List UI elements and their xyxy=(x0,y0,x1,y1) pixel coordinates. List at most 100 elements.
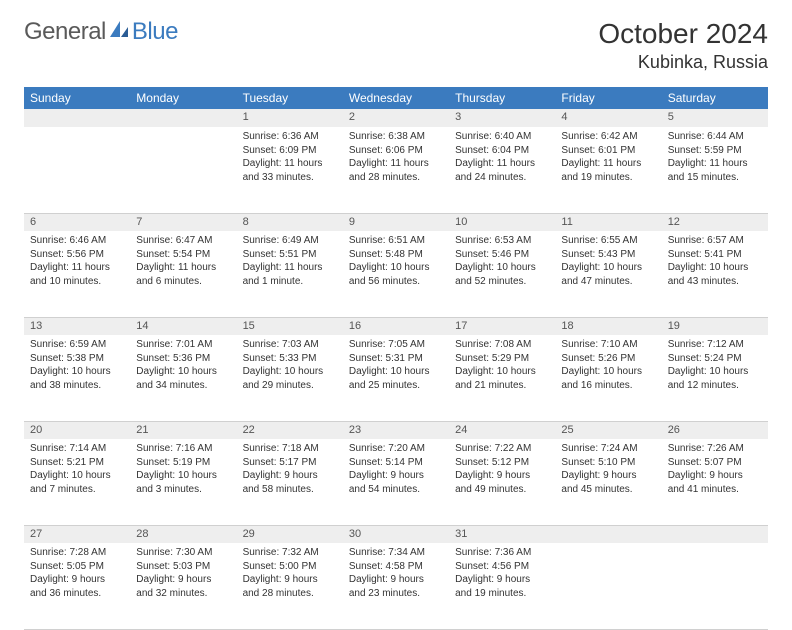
day-daylight2: and 25 minutes. xyxy=(349,379,443,393)
day-daylight2: and 36 minutes. xyxy=(30,587,124,601)
day-sunset: Sunset: 5:51 PM xyxy=(243,248,337,262)
day-details: Sunrise: 7:03 AMSunset: 5:33 PMDaylight:… xyxy=(237,335,343,396)
day-daylight2: and 15 minutes. xyxy=(668,171,762,185)
day-sunrise: Sunrise: 7:32 AM xyxy=(243,546,337,560)
day-sunrise: Sunrise: 7:05 AM xyxy=(349,338,443,352)
day-sunset: Sunset: 5:26 PM xyxy=(561,352,655,366)
weekday-header-row: Sunday Monday Tuesday Wednesday Thursday… xyxy=(24,87,768,109)
weekday-header: Friday xyxy=(555,87,661,109)
day-sunset: Sunset: 5:41 PM xyxy=(668,248,762,262)
day-daylight1: Daylight: 10 hours xyxy=(561,365,655,379)
day-content-cell: Sunrise: 7:30 AMSunset: 5:03 PMDaylight:… xyxy=(130,543,236,629)
day-sunset: Sunset: 6:04 PM xyxy=(455,144,549,158)
day-content-cell: Sunrise: 6:44 AMSunset: 5:59 PMDaylight:… xyxy=(662,127,768,213)
day-content-row: Sunrise: 6:36 AMSunset: 6:09 PMDaylight:… xyxy=(24,127,768,213)
day-daylight1: Daylight: 10 hours xyxy=(668,365,762,379)
day-sunrise: Sunrise: 6:55 AM xyxy=(561,234,655,248)
day-number-cell xyxy=(24,109,130,127)
day-sunrise: Sunrise: 6:51 AM xyxy=(349,234,443,248)
day-sunrise: Sunrise: 7:18 AM xyxy=(243,442,337,456)
day-content-cell: Sunrise: 7:14 AMSunset: 5:21 PMDaylight:… xyxy=(24,439,130,525)
calendar-body: 12345Sunrise: 6:36 AMSunset: 6:09 PMDayl… xyxy=(24,109,768,629)
day-content-cell: Sunrise: 6:40 AMSunset: 6:04 PMDaylight:… xyxy=(449,127,555,213)
day-daylight2: and 49 minutes. xyxy=(455,483,549,497)
day-number-row: 12345 xyxy=(24,109,768,127)
day-sunset: Sunset: 5:19 PM xyxy=(136,456,230,470)
day-details: Sunrise: 6:42 AMSunset: 6:01 PMDaylight:… xyxy=(555,127,661,188)
day-daylight2: and 3 minutes. xyxy=(136,483,230,497)
day-content-row: Sunrise: 7:28 AMSunset: 5:05 PMDaylight:… xyxy=(24,543,768,629)
page-header: General Blue October 2024 Kubinka, Russi… xyxy=(0,0,792,81)
day-sunset: Sunset: 4:56 PM xyxy=(455,560,549,574)
day-sunrise: Sunrise: 6:59 AM xyxy=(30,338,124,352)
day-daylight2: and 19 minutes. xyxy=(455,587,549,601)
day-sunrise: Sunrise: 6:49 AM xyxy=(243,234,337,248)
day-details: Sunrise: 7:08 AMSunset: 5:29 PMDaylight:… xyxy=(449,335,555,396)
day-sunset: Sunset: 4:58 PM xyxy=(349,560,443,574)
day-number-cell: 18 xyxy=(555,317,661,335)
day-number-cell: 15 xyxy=(237,317,343,335)
day-number-cell: 29 xyxy=(237,525,343,543)
day-daylight1: Daylight: 11 hours xyxy=(136,261,230,275)
day-number-cell: 11 xyxy=(555,213,661,231)
day-content-cell: Sunrise: 7:28 AMSunset: 5:05 PMDaylight:… xyxy=(24,543,130,629)
brand-logo: General Blue xyxy=(24,18,178,46)
day-sunset: Sunset: 5:59 PM xyxy=(668,144,762,158)
day-daylight1: Daylight: 9 hours xyxy=(561,469,655,483)
day-daylight1: Daylight: 11 hours xyxy=(349,157,443,171)
weekday-header: Thursday xyxy=(449,87,555,109)
day-sunrise: Sunrise: 6:47 AM xyxy=(136,234,230,248)
day-sunrise: Sunrise: 7:01 AM xyxy=(136,338,230,352)
day-number-cell: 26 xyxy=(662,421,768,439)
day-daylight2: and 28 minutes. xyxy=(243,587,337,601)
day-daylight2: and 47 minutes. xyxy=(561,275,655,289)
day-sunset: Sunset: 5:03 PM xyxy=(136,560,230,574)
day-content-row: Sunrise: 7:14 AMSunset: 5:21 PMDaylight:… xyxy=(24,439,768,525)
day-content-cell: Sunrise: 6:53 AMSunset: 5:46 PMDaylight:… xyxy=(449,231,555,317)
day-number-cell: 28 xyxy=(130,525,236,543)
weekday-header: Tuesday xyxy=(237,87,343,109)
day-daylight1: Daylight: 10 hours xyxy=(561,261,655,275)
day-content-cell: Sunrise: 6:42 AMSunset: 6:01 PMDaylight:… xyxy=(555,127,661,213)
day-content-cell: Sunrise: 7:20 AMSunset: 5:14 PMDaylight:… xyxy=(343,439,449,525)
day-number-cell: 8 xyxy=(237,213,343,231)
day-details: Sunrise: 6:51 AMSunset: 5:48 PMDaylight:… xyxy=(343,231,449,292)
day-daylight1: Daylight: 9 hours xyxy=(349,573,443,587)
day-number-cell: 3 xyxy=(449,109,555,127)
day-details: Sunrise: 7:01 AMSunset: 5:36 PMDaylight:… xyxy=(130,335,236,396)
day-number-row: 20212223242526 xyxy=(24,421,768,439)
day-sunrise: Sunrise: 6:36 AM xyxy=(243,130,337,144)
day-content-cell: Sunrise: 7:12 AMSunset: 5:24 PMDaylight:… xyxy=(662,335,768,421)
day-details: Sunrise: 7:16 AMSunset: 5:19 PMDaylight:… xyxy=(130,439,236,500)
day-sunset: Sunset: 5:54 PM xyxy=(136,248,230,262)
day-daylight2: and 54 minutes. xyxy=(349,483,443,497)
day-daylight2: and 6 minutes. xyxy=(136,275,230,289)
day-content-cell: Sunrise: 6:47 AMSunset: 5:54 PMDaylight:… xyxy=(130,231,236,317)
day-sunset: Sunset: 5:12 PM xyxy=(455,456,549,470)
day-daylight1: Daylight: 9 hours xyxy=(349,469,443,483)
day-daylight1: Daylight: 9 hours xyxy=(243,573,337,587)
day-content-cell: Sunrise: 7:24 AMSunset: 5:10 PMDaylight:… xyxy=(555,439,661,525)
day-sunset: Sunset: 5:21 PM xyxy=(30,456,124,470)
day-number-cell: 20 xyxy=(24,421,130,439)
day-content-cell: Sunrise: 6:49 AMSunset: 5:51 PMDaylight:… xyxy=(237,231,343,317)
brand-text-blue: Blue xyxy=(132,18,178,46)
day-sunrise: Sunrise: 6:44 AM xyxy=(668,130,762,144)
day-content-cell: Sunrise: 6:46 AMSunset: 5:56 PMDaylight:… xyxy=(24,231,130,317)
day-daylight1: Daylight: 11 hours xyxy=(561,157,655,171)
day-sunset: Sunset: 5:17 PM xyxy=(243,456,337,470)
day-details: Sunrise: 7:20 AMSunset: 5:14 PMDaylight:… xyxy=(343,439,449,500)
day-sunrise: Sunrise: 6:57 AM xyxy=(668,234,762,248)
day-details: Sunrise: 6:49 AMSunset: 5:51 PMDaylight:… xyxy=(237,231,343,292)
day-number-cell: 2 xyxy=(343,109,449,127)
day-daylight1: Daylight: 11 hours xyxy=(243,261,337,275)
day-sunset: Sunset: 5:00 PM xyxy=(243,560,337,574)
day-daylight1: Daylight: 11 hours xyxy=(30,261,124,275)
day-daylight2: and 43 minutes. xyxy=(668,275,762,289)
day-daylight1: Daylight: 10 hours xyxy=(136,365,230,379)
day-number-cell: 21 xyxy=(130,421,236,439)
day-daylight2: and 23 minutes. xyxy=(349,587,443,601)
day-content-cell: Sunrise: 7:18 AMSunset: 5:17 PMDaylight:… xyxy=(237,439,343,525)
day-sunrise: Sunrise: 7:20 AM xyxy=(349,442,443,456)
location-text: Kubinka, Russia xyxy=(598,52,768,73)
